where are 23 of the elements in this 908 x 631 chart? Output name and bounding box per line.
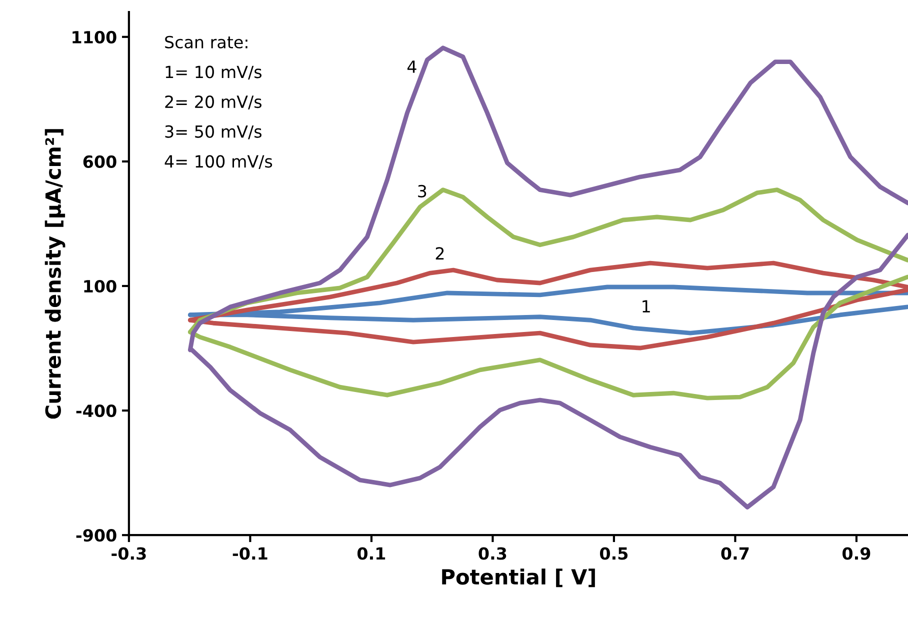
y-tick-label: 100 bbox=[84, 280, 116, 293]
y-axis-title: Current density [μA/cm²] bbox=[44, 129, 66, 419]
x-tick-label: 0.7 bbox=[721, 547, 749, 560]
x-tick-label: 0.9 bbox=[842, 547, 870, 560]
x-tick-label: -0.3 bbox=[112, 547, 146, 560]
annotation: 2= 20 mV/s bbox=[165, 95, 262, 110]
x-tick-label: 0.3 bbox=[478, 547, 506, 560]
x-tick-label: -0.1 bbox=[232, 547, 268, 560]
y-tick-label: -900 bbox=[76, 529, 116, 542]
y-tick-label: -400 bbox=[76, 404, 116, 418]
annotation: Scan rate: bbox=[165, 36, 248, 48]
y-tick-label: 600 bbox=[83, 155, 116, 168]
annotation: 1 bbox=[642, 300, 650, 312]
y-tick-label: 1100 bbox=[72, 30, 116, 44]
x-axis-title: Potential [ V] bbox=[442, 568, 595, 588]
annotation: 3= 50 mV/s bbox=[165, 125, 262, 140]
annotation: 2 bbox=[436, 247, 444, 260]
annotation: 3 bbox=[418, 184, 426, 198]
x-tick-label: 0.1 bbox=[357, 547, 386, 560]
annotation: 4 bbox=[407, 60, 416, 73]
annotation: 1= 10 mV/s bbox=[166, 66, 262, 80]
x-tick-label: 0.5 bbox=[600, 547, 628, 560]
annotation: 4= 100 mV/s bbox=[164, 155, 272, 170]
